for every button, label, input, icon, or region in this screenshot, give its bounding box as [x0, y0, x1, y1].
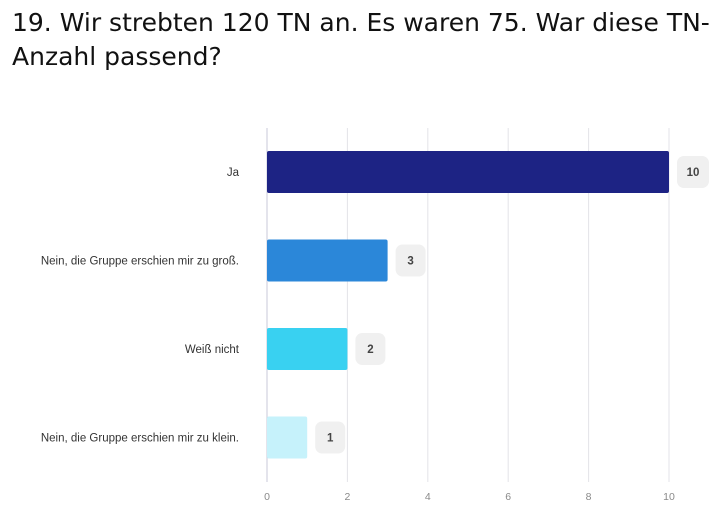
value-label: 1: [327, 433, 334, 445]
category-labels: Ja Nein, die Gruppe erschien mir zu groß.…: [41, 167, 240, 445]
value-label: 10: [687, 167, 700, 179]
category-label: Weiß nicht: [185, 344, 240, 356]
value-label: 3: [407, 256, 413, 268]
value-badge: [395, 244, 426, 277]
category-label: Nein, die Gruppe erschien mir zu klein.: [41, 433, 239, 445]
x-tick-label: 8: [586, 491, 592, 503]
bar: [267, 239, 388, 282]
bars: [267, 151, 669, 459]
x-tick-label: 0: [264, 491, 270, 503]
x-tick-label: 4: [425, 491, 431, 503]
value-badge: [315, 421, 346, 454]
value-badge: [677, 156, 709, 188]
value-badge: [355, 333, 386, 365]
page-title: 19. Wir strebten 120 TN an. Es waren 75.…: [12, 8, 710, 71]
bar: [267, 328, 348, 370]
bar: [267, 416, 308, 459]
bar: [267, 151, 669, 193]
x-tick-label: 2: [344, 491, 350, 503]
category-label: Ja: [227, 167, 240, 179]
value-labels: 10 3 2 1: [315, 156, 709, 454]
x-tick-label: 6: [505, 491, 511, 503]
category-label: Nein, die Gruppe erschien mir zu groß.: [41, 256, 239, 268]
x-tick-label: 10: [663, 491, 675, 503]
value-label: 2: [367, 344, 373, 356]
tick-labels: 0 2 4 6 8 10: [264, 491, 675, 503]
